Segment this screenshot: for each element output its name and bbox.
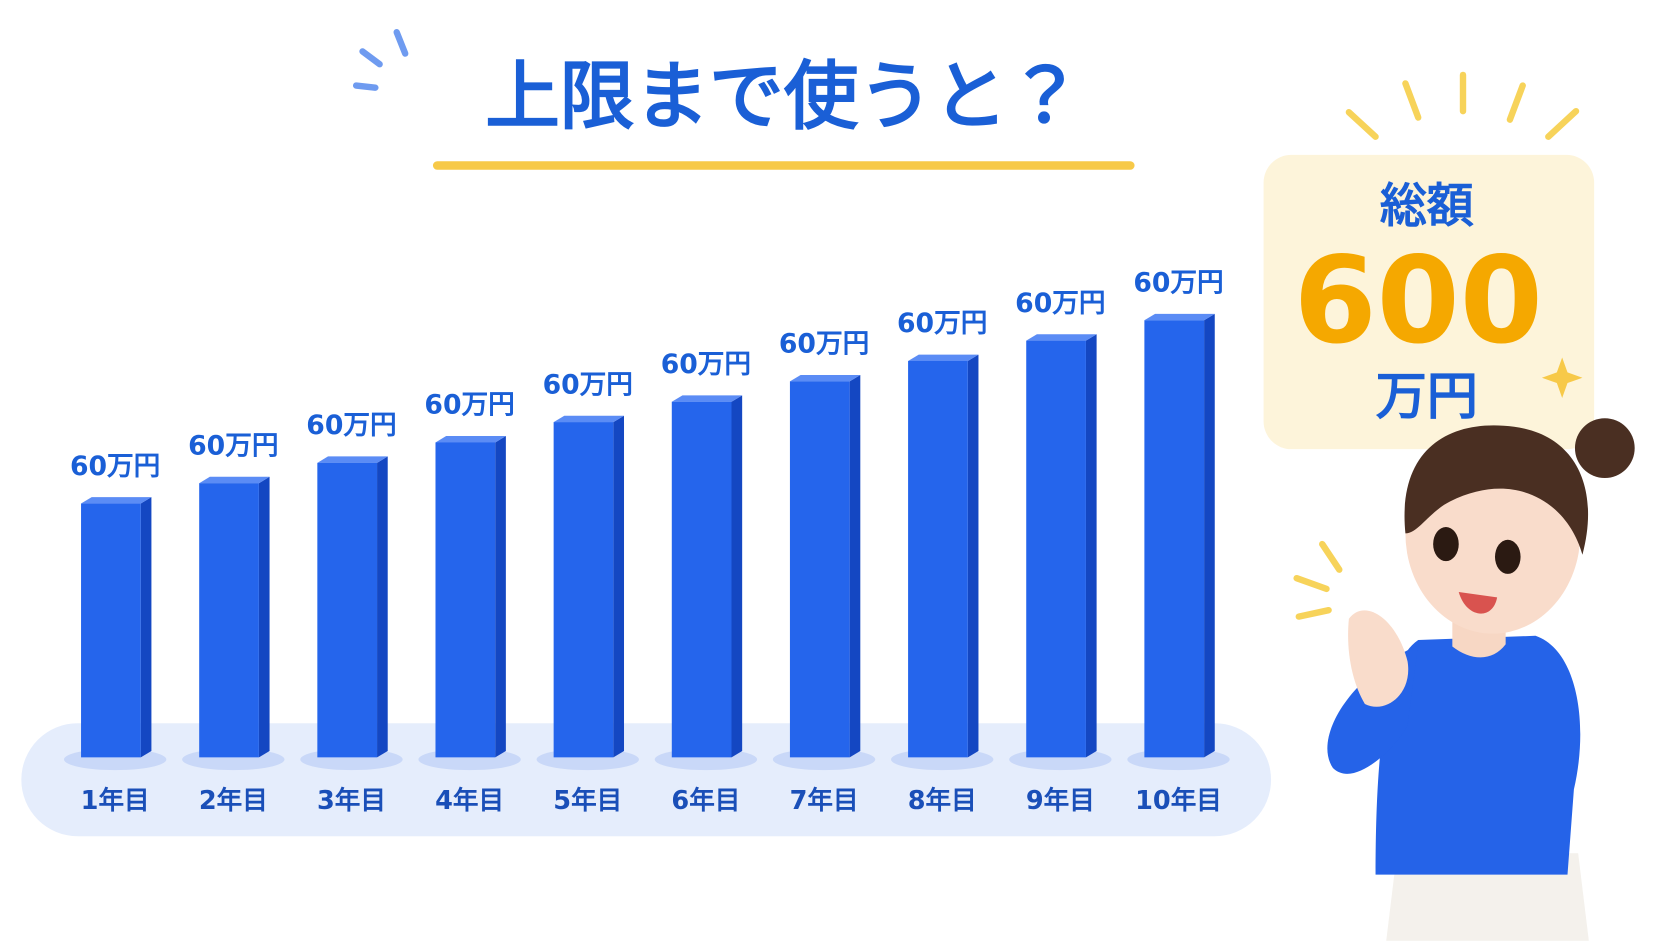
character [1293,418,1635,941]
bar [81,503,141,758]
category-label: 7年目 [790,785,859,816]
bar [199,483,259,758]
bar-label: 60万円 [306,410,396,441]
bar-top [435,436,506,443]
bar-top [1026,334,1097,341]
bar-group: 60万円 1年目 60万円 2年目 60万円 3年目 60万円 4年目 60万円 5年目 60万円 6… [63,267,1230,816]
bar-label: 60万円 [661,349,751,380]
bar-label: 60万円 [70,451,160,482]
bar-top [1144,313,1215,321]
bar-side [1085,334,1097,758]
bar-label: 60万円 [1133,267,1223,298]
bar-side [613,415,625,758]
bar [908,360,968,758]
total-heading: 総額 [1380,179,1474,234]
bar-label: 60万円 [897,308,987,339]
total-unit: 万円 [1376,367,1478,427]
title-sparkle [352,29,409,91]
total-amount: 600 [1294,232,1543,371]
bar [1026,340,1086,758]
bar-label: 60万円 [1015,288,1105,319]
bar-side [140,497,152,758]
bar-side [258,476,270,758]
category-label: 3年目 [317,785,386,816]
bar [435,442,496,758]
bar-side [1204,313,1215,758]
category-label: 8年目 [908,785,977,816]
bar-top [671,395,743,402]
bar-side [377,456,388,758]
bar-top [553,415,625,423]
bar-side [967,354,979,758]
bar-top [789,374,861,382]
bar [789,381,850,758]
category-label: 1年目 [81,785,150,816]
bar-top [317,456,388,463]
bar-side [495,436,506,758]
total-sparkle [1345,71,1580,140]
category-label: 10年目 [1135,785,1222,816]
bar-top [199,476,270,484]
bar-top [908,354,979,361]
bar-side [731,395,743,758]
bar-label: 60万円 [779,329,869,360]
bar [553,422,614,758]
bar-label: 60万円 [188,430,278,461]
bar-side [849,374,861,758]
category-label: 4年目 [435,785,504,816]
bar-label: 60万円 [424,390,514,421]
total-box [1263,154,1595,450]
category-label: 9年目 [1026,785,1095,816]
category-label: 2年目 [199,785,268,816]
bar [317,462,378,758]
bar-label: 60万円 [543,369,633,400]
bar-top [81,497,152,504]
sparkle-star [1541,357,1583,398]
bar [671,401,732,758]
category-label: 5年目 [553,785,622,816]
bar [1144,320,1205,758]
category-label: 6年目 [671,785,740,816]
title: 上限まで使うと？ [485,53,1082,140]
